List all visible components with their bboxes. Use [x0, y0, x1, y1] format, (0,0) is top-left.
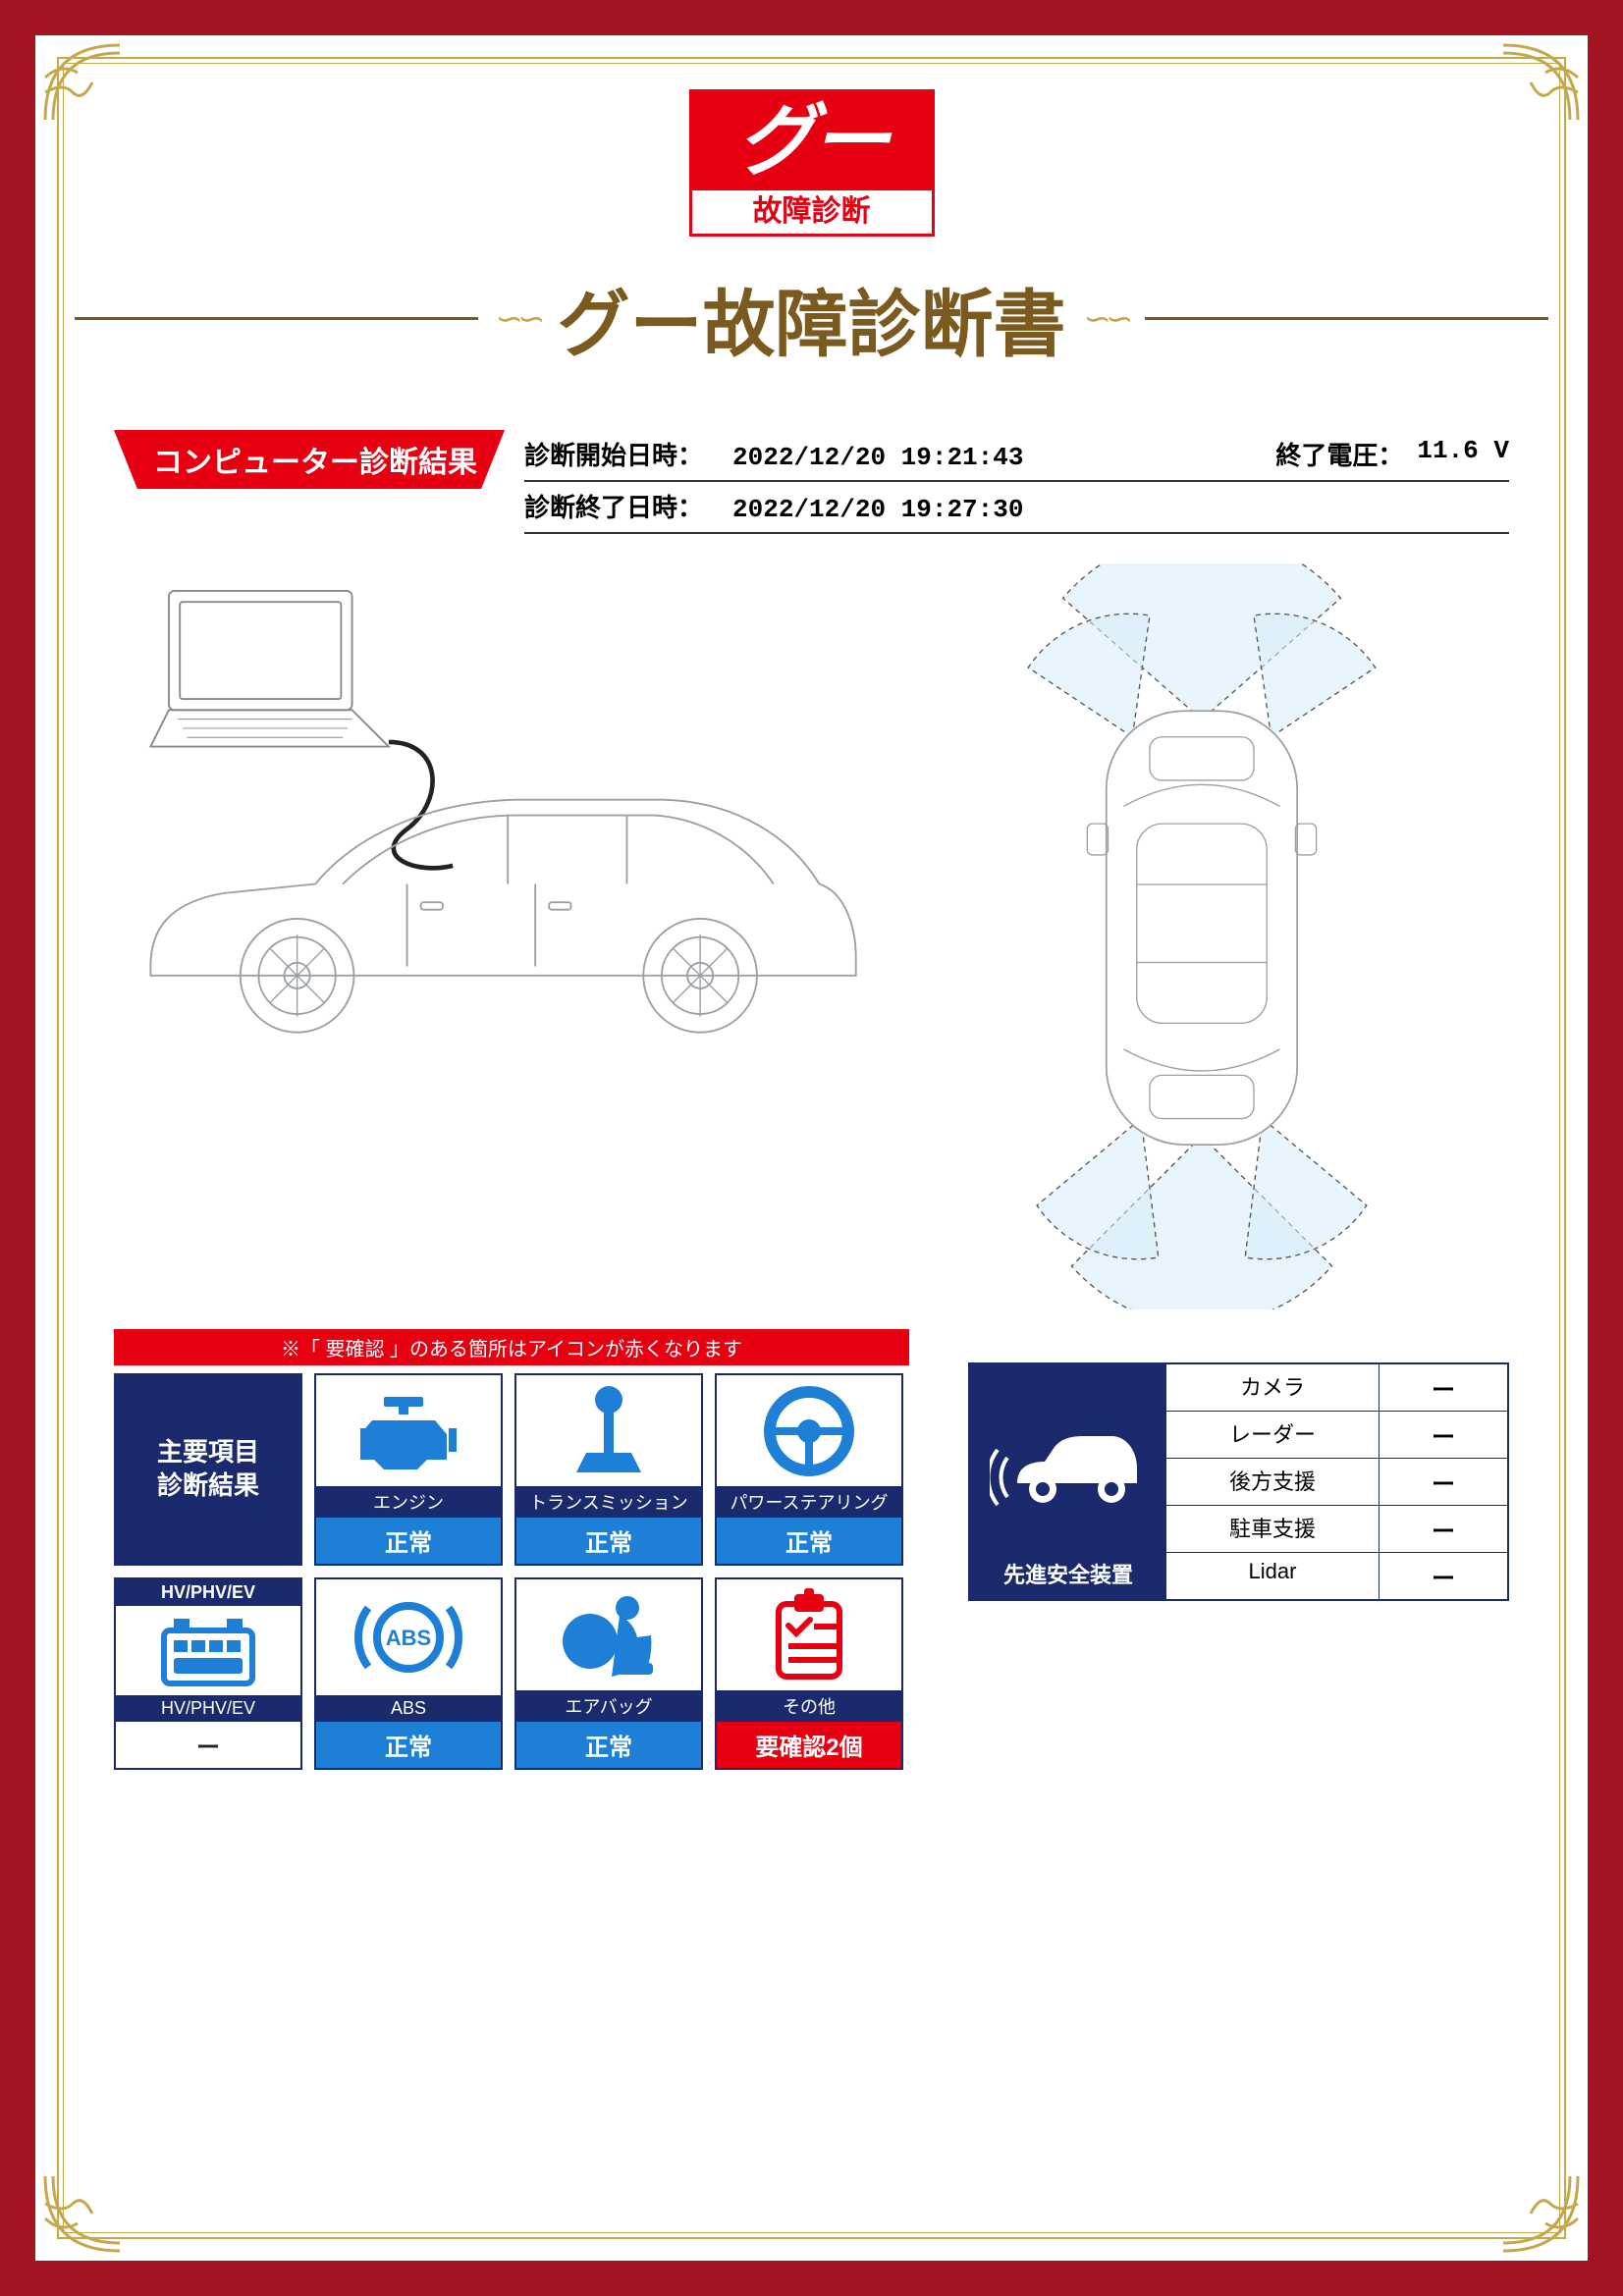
cell-label: その他	[717, 1690, 901, 1722]
cell-status: ー	[116, 1722, 300, 1768]
safety-value: ー	[1380, 1553, 1507, 1599]
cell-label: パワーステアリング	[717, 1486, 901, 1518]
brand-logo: グー 故障診断	[689, 89, 935, 237]
cell-status: 正常	[717, 1518, 901, 1564]
section-tag: コンピューター診断結果	[114, 430, 505, 489]
cell-label: HV/PHV/EV	[116, 1695, 300, 1722]
note-bar: ※「 要確認 」のある箇所はアイコンが赤くなります	[114, 1329, 909, 1365]
cell-label: エアバッグ	[516, 1690, 701, 1722]
end-value: 2022/12/20 19:27:30	[732, 495, 1023, 524]
cell-status: 要確認2個	[717, 1722, 901, 1768]
safety-name: 駐車支援	[1166, 1506, 1380, 1552]
safety-name: Lidar	[1166, 1553, 1380, 1599]
cell-label: トランスミッション	[516, 1486, 701, 1518]
safety-name: 後方支援	[1166, 1459, 1380, 1505]
diag-cell-abs: ABS ABS 正常	[314, 1577, 503, 1770]
title-row: ∽∽ グー故障診断書 ∽∽	[75, 266, 1548, 371]
diag-cell-trans: トランスミッション 正常	[514, 1373, 703, 1566]
safety-name: レーダー	[1166, 1412, 1380, 1458]
airbag-icon	[516, 1579, 701, 1690]
safety-header: 先進安全装置	[1003, 1558, 1133, 1589]
diag-cell-hv: HV/PHV/EV HV/PHV/EV ー	[114, 1577, 302, 1770]
flourish-icon: ∽∽	[1084, 299, 1128, 339]
start-label: 診断開始日時：	[524, 436, 703, 472]
safety-value: ー	[1380, 1506, 1507, 1552]
diag-cell-airbag: エアバッグ 正常	[514, 1577, 703, 1770]
trans-icon	[516, 1375, 701, 1486]
cell-label: ABS	[316, 1695, 501, 1722]
safety-name: カメラ	[1166, 1364, 1380, 1411]
safety-value: ー	[1380, 1412, 1507, 1458]
steer-icon	[717, 1375, 901, 1486]
hv-icon	[116, 1606, 300, 1695]
inner-page: グー 故障診断 ∽∽ グー故障診断書 ∽∽ コンピューター診断結果 診断開始日時…	[35, 35, 1588, 2261]
abs-icon: ABS	[316, 1579, 501, 1695]
cell-status: 正常	[316, 1518, 501, 1564]
diag-cell-engine: エンジン 正常	[314, 1373, 503, 1566]
engine-icon	[316, 1375, 501, 1486]
start-value: 2022/12/20 19:21:43	[732, 443, 1023, 472]
logo-top-text: グー	[692, 92, 932, 190]
safety-row: 駐車支援ー	[1166, 1506, 1507, 1553]
corner-ornament	[1501, 43, 1580, 122]
outer-frame: グー 故障診断 ∽∽ グー故障診断書 ∽∽ コンピューター診断結果 診断開始日時…	[0, 0, 1623, 2296]
logo-bottom-text: 故障診断	[692, 190, 932, 234]
safety-table: 先進安全装置 カメラーレーダーー後方支援ー駐車支援ーLidarー	[968, 1362, 1509, 1601]
corner-ornament	[43, 2174, 122, 2253]
safety-value: ー	[1380, 1364, 1507, 1411]
main-items-header: 主要項目 診断結果	[114, 1373, 302, 1566]
end-label: 診断終了日時：	[524, 488, 703, 524]
diagnostic-grid: 主要項目 診断結果 エンジン 正常 トランスミッション 正常 パワーステアリング…	[114, 1373, 909, 1770]
hv-header: HV/PHV/EV	[116, 1579, 300, 1606]
cell-status: 正常	[516, 1518, 701, 1564]
diag-cell-steer: パワーステアリング 正常	[715, 1373, 903, 1566]
safety-row: カメラー	[1166, 1364, 1507, 1412]
safety-row: レーダーー	[1166, 1412, 1507, 1459]
volt-value: 11.6 V	[1417, 436, 1509, 472]
corner-ornament	[1501, 2174, 1580, 2253]
cell-label: エンジン	[316, 1486, 501, 1518]
document-title: グー故障診断書	[558, 266, 1066, 371]
safety-car-icon	[970, 1374, 1166, 1558]
diag-cell-other: その他 要確認2個	[715, 1577, 903, 1770]
safety-row: Lidarー	[1166, 1553, 1507, 1599]
car-top-diagram	[894, 563, 1509, 1309]
flourish-icon: ∽∽	[496, 299, 540, 339]
car-side-diagram	[114, 563, 865, 1309]
cell-status: 正常	[516, 1722, 701, 1768]
svg-text:ABS: ABS	[386, 1626, 431, 1650]
safety-row: 後方支援ー	[1166, 1459, 1507, 1506]
other-icon	[717, 1579, 901, 1690]
volt-label: 終了電圧：	[1275, 436, 1403, 472]
cell-status: 正常	[316, 1722, 501, 1768]
safety-value: ー	[1380, 1459, 1507, 1505]
meta-block: 診断開始日時： 2022/12/20 19:21:43 終了電圧： 11.6 V…	[524, 430, 1509, 534]
corner-ornament	[43, 43, 122, 122]
